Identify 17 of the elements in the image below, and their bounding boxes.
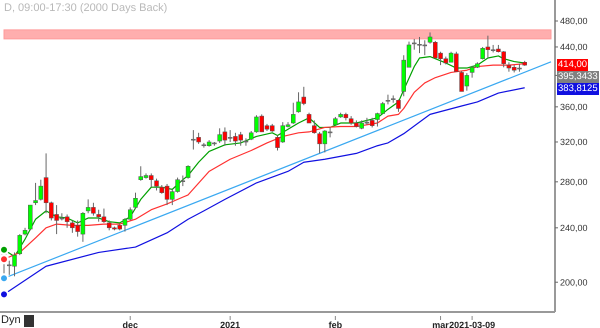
x-tick-label: 2021: [220, 320, 240, 328]
text: Dyn: [1, 314, 21, 326]
text: 383,8125: [557, 83, 599, 96]
y-tick-label: 280,00: [560, 177, 588, 188]
y-tick-label: 440,00: [560, 42, 588, 52]
y-tick-label: 480,00: [560, 16, 588, 26]
x-tick-label: mar: [432, 320, 450, 328]
x-tick-label: dec: [122, 320, 138, 328]
x-tick-label: feb: [328, 320, 343, 328]
y-tick-label: 240,00: [560, 223, 588, 234]
x-tick-label: 2021-03-09: [449, 320, 496, 328]
y-tick-label: 200,00: [560, 277, 588, 288]
y-tick-label: 320,00: [560, 137, 588, 148]
text: 395,3433: [557, 71, 599, 84]
text: 414,00: [557, 59, 588, 72]
chart-title: D, 09:00-17:30 (2000 Days Back): [4, 2, 168, 14]
y-tick-label: 360,00: [560, 102, 588, 112]
